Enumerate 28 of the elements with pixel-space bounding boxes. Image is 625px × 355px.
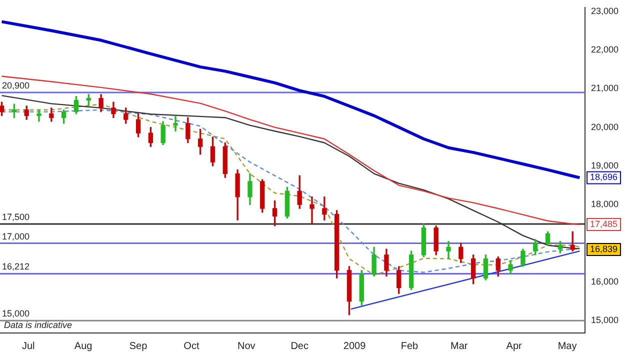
x-tick-label: Oct [184,340,200,352]
x-tick-label: Aug [74,340,92,352]
y-tick-label: 15,000 [591,315,619,326]
x-tick-label: Jul [22,340,35,352]
y-tick-label: 21,000 [591,83,619,94]
x-tick-label: Feb [400,340,419,352]
y-tick-label: 16,000 [591,276,619,286]
y-tick-label: 18,000 [591,199,619,210]
ref-line-label: 20,900 [2,80,30,90]
ref-line-label: 15,000 [2,308,30,319]
annotation: 16,839 [590,244,618,254]
x-tick-label: 2009 [343,340,366,352]
ref-line-label: 17,000 [2,231,30,242]
ref-line-label: 16,212 [2,262,30,272]
y-tick-label: 23,000 [591,6,619,16]
x-tick-label: Nov [238,340,256,352]
annotation: Data is indicative [4,320,72,330]
y-tick-label: 19,000 [591,160,619,170]
ref-line-label: 17,500 [2,212,30,222]
x-tick-label: Mar [450,340,468,352]
x-tick-label: May [558,340,577,352]
x-tick-label: Apr [506,340,523,352]
x-tick-label: Sep [129,340,148,352]
y-tick-label: 20,000 [591,122,619,132]
y-tick-label: 22,000 [591,44,619,54]
x-tick-label: Dec [290,340,308,352]
annotation: 17,485 [590,219,618,230]
annotation: 18,696 [590,172,618,182]
